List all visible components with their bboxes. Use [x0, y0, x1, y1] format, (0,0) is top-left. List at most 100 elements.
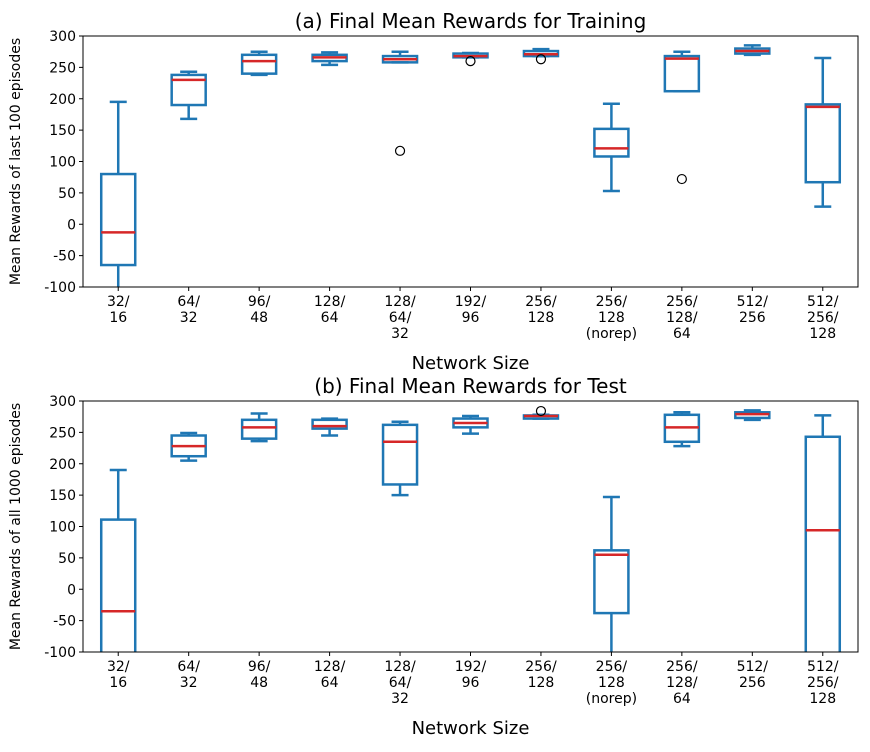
x-tick-label: 64/ — [389, 675, 412, 691]
x-tick-label: 128/ — [384, 294, 416, 310]
x-tick-label: 128/ — [666, 310, 698, 326]
outlier — [676, 173, 687, 185]
x-tick-label: 16 — [109, 310, 127, 326]
y-axis-label: Mean Rewards of last 100 episodes — [8, 38, 24, 285]
x-tick-label: 192/ — [455, 659, 487, 675]
x-tick-label: 256/ — [666, 659, 698, 675]
x-tick-label: 96 — [462, 310, 480, 326]
x-tick-label: 64/ — [389, 310, 412, 326]
x-tick-label: 128 — [598, 675, 625, 691]
chart: (a) Final Mean Rewards for Training Mean … — [8, 9, 859, 374]
x-tick-label: 32/ — [107, 659, 130, 675]
box — [804, 435, 842, 652]
x-tick-label: 48 — [250, 675, 268, 691]
box — [804, 103, 842, 184]
y-tick-label: 300 — [49, 394, 76, 410]
outlier — [465, 55, 476, 67]
x-tick-label: 96/ — [248, 659, 271, 675]
x-tick-label: 512/ — [737, 659, 769, 675]
x-tick-label: 256 — [739, 675, 766, 691]
x-tick-label: 256/ — [525, 294, 557, 310]
x-tick-label: 256/ — [666, 294, 698, 310]
x-tick-label: 96/ — [248, 294, 271, 310]
x-tick-label: 512/ — [737, 294, 769, 310]
x-tick-label: 256/ — [807, 310, 839, 326]
x-tick-label: 32/ — [107, 294, 130, 310]
x-tick-label: 64 — [673, 326, 691, 342]
y-tick-label: 0 — [67, 582, 76, 598]
x-tick-label: 128 — [809, 326, 836, 342]
x-tick-label: 512/ — [807, 294, 839, 310]
y-tick-label: 100 — [49, 155, 76, 171]
axes-frame — [82, 400, 859, 653]
x-axis-label: Network Size — [412, 353, 530, 374]
y-tick-label: 50 — [58, 551, 76, 567]
x-tick-label: 192/ — [455, 294, 487, 310]
box — [381, 423, 419, 486]
y-tick-label: 250 — [49, 60, 76, 76]
box — [240, 418, 278, 440]
y-tick-label: 0 — [67, 217, 76, 233]
x-tick-label: 128 — [528, 675, 555, 691]
x-tick-label: 96 — [462, 675, 480, 691]
x-tick-label: (norep) — [586, 691, 637, 707]
y-axis-label: Mean Rewards of all 1000 episodes — [8, 403, 24, 650]
chart-title: (b) Final Mean Rewards for Test — [314, 374, 627, 398]
y-tick-label: 150 — [49, 123, 76, 139]
x-tick-label: 128/ — [314, 659, 346, 675]
x-tick-label: 256/ — [525, 659, 557, 675]
axes-frame — [82, 35, 859, 288]
y-tick-label: 300 — [49, 29, 76, 45]
y-tick-label: -100 — [44, 645, 76, 661]
x-tick-label: 128/ — [314, 294, 346, 310]
x-tick-label: 128 — [528, 310, 555, 326]
box — [99, 518, 137, 652]
x-tick-label: 256/ — [596, 659, 628, 675]
y-tick-label: 150 — [49, 488, 76, 504]
x-tick-label: 64 — [673, 691, 691, 707]
x-tick-label: 32 — [180, 310, 198, 326]
x-tick-label: 128 — [598, 310, 625, 326]
y-tick-label: -50 — [53, 614, 76, 630]
x-tick-label: 32 — [391, 326, 409, 342]
y-tick-label: 250 — [49, 425, 76, 441]
box — [99, 172, 137, 267]
outlier — [535, 54, 547, 65]
x-axis-label: Network Size — [412, 718, 530, 739]
x-tick-label: 48 — [250, 310, 268, 326]
box — [240, 53, 278, 75]
y-tick-label: 200 — [49, 92, 76, 108]
outlier — [535, 405, 547, 417]
plot-area — [99, 405, 842, 652]
box — [311, 418, 348, 430]
y-tick-label: 50 — [58, 186, 76, 202]
x-tick-label: 512/ — [807, 659, 839, 675]
y-tick-label: -100 — [44, 280, 76, 296]
y-tick-label: -50 — [53, 249, 76, 265]
x-tick-label: 64/ — [177, 294, 200, 310]
x-tick-label: 16 — [109, 675, 127, 691]
x-tick-label: 64/ — [177, 659, 200, 675]
x-tick-label: 256 — [739, 310, 766, 326]
plot-area — [99, 44, 842, 287]
x-tick-label: 64 — [321, 675, 339, 691]
box — [593, 127, 630, 158]
y-tick-label: 200 — [49, 457, 76, 473]
x-tick-label: 128/ — [666, 675, 698, 691]
x-tick-label: 128/ — [384, 659, 416, 675]
y-tick-label: 100 — [49, 520, 76, 536]
chart: (b) Final Mean Rewards for Test Mean Rewa… — [8, 374, 859, 739]
x-tick-label: 256/ — [596, 294, 628, 310]
x-tick-label: 256/ — [807, 675, 839, 691]
outlier — [394, 145, 406, 156]
x-tick-label: 32 — [180, 675, 198, 691]
box — [170, 73, 207, 107]
x-tick-label: (norep) — [586, 326, 637, 342]
x-tick-label: 32 — [391, 691, 409, 707]
x-tick-label: 128 — [809, 691, 836, 707]
chart-title: (a) Final Mean Rewards for Training — [295, 9, 647, 33]
x-tick-label: 64 — [321, 310, 339, 326]
box — [593, 549, 630, 615]
box — [663, 54, 701, 93]
